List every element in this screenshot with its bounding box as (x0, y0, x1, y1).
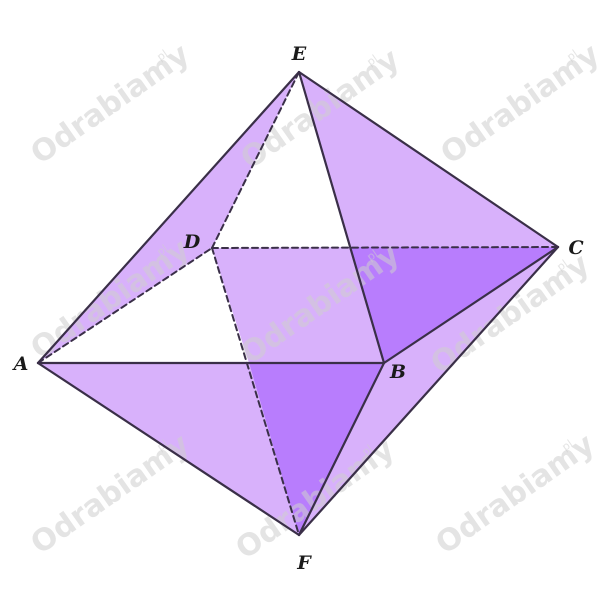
edge-bc (382, 245, 560, 365)
watermark-text: Odrabiamy (430, 427, 602, 562)
face-bcx-dark (350, 247, 558, 363)
vertex-label-e: E (291, 43, 307, 65)
edge-eb (297, 70, 386, 365)
edge-dc (211, 246, 559, 249)
vertex-label-d: D (183, 231, 201, 253)
edge-af (36, 361, 301, 537)
vertex-label-f: F (296, 552, 312, 574)
watermark-layer: Odrabiamy pl Odrabiamy pl Odrabiamy pl O… (25, 37, 606, 567)
face-center-back (212, 247, 384, 363)
vertex-labels: E D C A B F (12, 43, 584, 574)
watermark-text: Odrabiamy (435, 37, 606, 172)
watermark-text: Odrabiamy (25, 232, 197, 367)
vertex-label-b: B (389, 361, 406, 383)
face-bfx-dark (249, 363, 384, 535)
edge-ae (36, 70, 301, 365)
edge-cf (297, 245, 560, 537)
vertex-label-c: C (568, 237, 583, 259)
watermark-text: Odrabiamy (25, 37, 197, 172)
edge-ad (37, 247, 213, 364)
watermark-text: Odrabiamy (25, 427, 197, 562)
edge-bf (297, 361, 386, 537)
hidden-edges (37, 71, 559, 536)
dark-faces (249, 247, 558, 535)
edge-ec (297, 70, 560, 249)
edge-de (211, 71, 300, 249)
edge-df (211, 247, 300, 536)
vertex-label-a: A (12, 353, 29, 375)
visible-edges (36, 70, 560, 537)
